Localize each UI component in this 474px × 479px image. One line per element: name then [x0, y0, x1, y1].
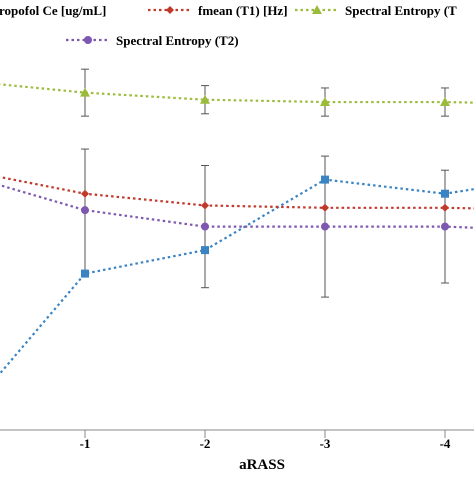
legend-item: Spectral Entropy (T2) — [66, 33, 239, 48]
legend-marker — [166, 6, 174, 14]
data-point — [81, 269, 89, 278]
data-point — [201, 246, 209, 255]
x-axis-label: aRASS — [239, 457, 285, 473]
legend-item: Spectral Entropy (T — [295, 3, 457, 18]
data-point — [441, 189, 449, 198]
series-line — [0, 83, 474, 104]
legend: ropofol Ce [ug/mL] fmean (T1) [Hz] Spectra… — [0, 3, 457, 48]
legend-label: Spectral Entropy (T2) — [116, 33, 239, 48]
series-line — [0, 175, 474, 210]
legend-label: fmean (T1) [Hz] — [198, 3, 288, 18]
x-tick-label: -1 — [80, 436, 91, 451]
axes — [0, 429, 474, 438]
data-point — [441, 222, 449, 231]
data-point — [201, 201, 209, 210]
series-line — [0, 178, 474, 376]
series-line — [0, 184, 474, 229]
legend-marker — [312, 5, 322, 14]
data-point — [320, 97, 330, 107]
data-point — [441, 203, 449, 212]
x-tick-label: -4 — [440, 436, 451, 451]
legend-label: ropofol Ce [ug/mL] — [0, 3, 106, 18]
data-point — [80, 87, 90, 97]
legend-marker — [84, 36, 92, 44]
series-markers — [80, 87, 450, 278]
legend-item: fmean (T1) [Hz] — [148, 3, 288, 18]
data-point — [321, 222, 329, 231]
data-point — [321, 175, 329, 184]
data-point — [200, 94, 210, 104]
data-point — [440, 97, 450, 107]
legend-label: Spectral Entropy (T — [345, 3, 457, 18]
x-tick-label: -3 — [320, 436, 331, 451]
legend-item: ropofol Ce [ug/mL] — [0, 3, 106, 18]
x-tick-label: -2 — [200, 436, 211, 451]
data-point — [201, 222, 209, 231]
x-tick-labels: -1 -2 -3 -4 — [80, 436, 451, 451]
data-point — [81, 206, 89, 215]
data-point — [321, 203, 329, 212]
data-point — [81, 189, 89, 198]
series-lines — [0, 83, 474, 376]
